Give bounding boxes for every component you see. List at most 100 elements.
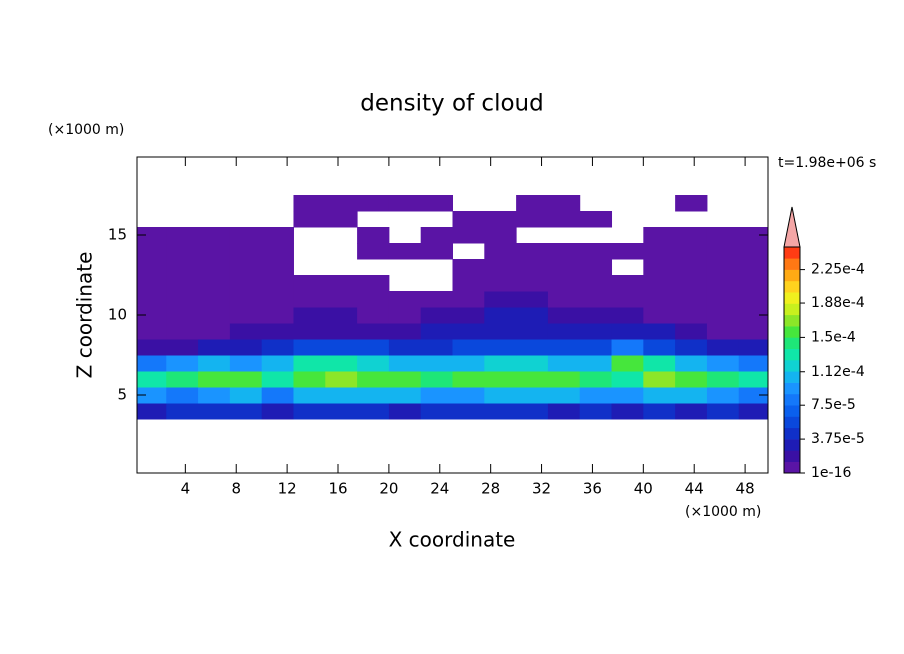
contour-cell: [166, 243, 199, 260]
contour-cell: [325, 307, 358, 324]
colorbar-tick-label: 2.25e-4: [811, 262, 865, 278]
contour-cell: [579, 275, 613, 292]
contour-cell: [547, 259, 581, 276]
contour-cell: [261, 291, 294, 308]
contour-cell: [261, 243, 294, 260]
colorbar-band: [784, 292, 800, 304]
contour-cell: [137, 323, 167, 340]
contour-cell: [293, 355, 326, 372]
contour-cell: [484, 243, 517, 260]
contour-cell: [484, 339, 517, 356]
contour-cell: [166, 387, 199, 404]
contour-cell: [706, 275, 740, 292]
contour-cell: [452, 259, 485, 276]
x-tick-label: 44: [685, 480, 704, 498]
contour-cell: [198, 227, 231, 244]
contour-cell: [516, 195, 549, 212]
contour-cell: [579, 387, 613, 404]
contour-cell: [579, 243, 613, 260]
contour-cell: [293, 291, 326, 308]
contour-cell: [325, 355, 358, 372]
contour-cell: [643, 355, 676, 372]
contour-cell: [198, 275, 231, 292]
contour-cell: [611, 339, 644, 356]
contour-cell: [198, 307, 231, 324]
contour-cell: [675, 323, 708, 340]
contour-cell: [579, 307, 613, 324]
contour-cell: [137, 371, 167, 388]
contour-cell: [357, 387, 390, 404]
colorbar-band: [784, 314, 800, 327]
contour-cell: [643, 291, 676, 308]
contour-cell: [198, 339, 231, 356]
colorbar-band: [784, 348, 800, 361]
y-tick-label: 15: [108, 226, 127, 244]
contour-cell: [484, 211, 517, 228]
contour-cell: [516, 307, 549, 324]
contour-cell: [484, 275, 517, 292]
contour-cell: [738, 275, 768, 292]
contour-cell: [579, 339, 613, 356]
x-tick-label: 24: [430, 480, 449, 498]
contour-cell: [452, 291, 485, 308]
contour-cell: [484, 323, 517, 340]
x-tick-label: 48: [736, 480, 755, 498]
contour-cell: [452, 387, 485, 404]
contour-cell: [738, 339, 768, 356]
contour-cell: [738, 323, 768, 340]
contour-cell: [452, 275, 485, 292]
contour-cell: [388, 195, 422, 212]
contour-cell: [643, 307, 676, 324]
colorbar-tick-label: 1.88e-4: [811, 295, 865, 311]
contour-cell: [137, 339, 167, 356]
contour-cell: [325, 387, 358, 404]
contour-cell: [325, 371, 358, 388]
contour-cell: [611, 307, 644, 324]
colorbar-band: [784, 258, 800, 270]
y-axis-label: Z coordinate: [73, 252, 97, 379]
contour-cell: [420, 307, 453, 324]
contour-cell: [675, 275, 708, 292]
contour-cell: [611, 403, 644, 420]
colorbar-band: [784, 360, 800, 372]
contour-cell: [261, 355, 294, 372]
contour-cell: [198, 371, 231, 388]
colorbar-band: [784, 439, 800, 451]
contour-cell: [420, 291, 453, 308]
contour-cell: [738, 291, 768, 308]
contour-cell: [325, 323, 358, 340]
contour-cell: [293, 339, 326, 356]
contour-cell: [484, 259, 517, 276]
contour-cell: [293, 307, 326, 324]
contour-cell: [516, 211, 549, 228]
contour-cell: [611, 355, 644, 372]
contour-cell: [675, 227, 708, 244]
colorbar-band: [784, 382, 800, 395]
contour-cell: [229, 307, 263, 324]
contour-cell: [388, 323, 422, 340]
colorbar-band: [784, 416, 800, 429]
contour-cell: [198, 243, 231, 260]
contour-cell: [293, 195, 326, 212]
contour-cell: [166, 339, 199, 356]
x-axis-label: X coordinate: [389, 528, 516, 552]
contour-cell: [484, 371, 517, 388]
contour-cell: [388, 307, 422, 324]
contour-cell: [229, 259, 263, 276]
colorbar-band: [784, 269, 800, 282]
contour-cell: [579, 355, 613, 372]
contour-cell: [137, 275, 167, 292]
x-tick-label: 40: [634, 480, 653, 498]
contour-cell: [229, 291, 263, 308]
contour-cell: [516, 355, 549, 372]
colorbar-band: [784, 303, 800, 316]
contour-cell: [611, 291, 644, 308]
contour-cell: [516, 371, 549, 388]
contour-cell: [738, 259, 768, 276]
x-tick-label: 28: [481, 480, 500, 498]
contour-cell: [643, 275, 676, 292]
contour-cell: [137, 403, 167, 420]
contour-cell: [675, 339, 708, 356]
